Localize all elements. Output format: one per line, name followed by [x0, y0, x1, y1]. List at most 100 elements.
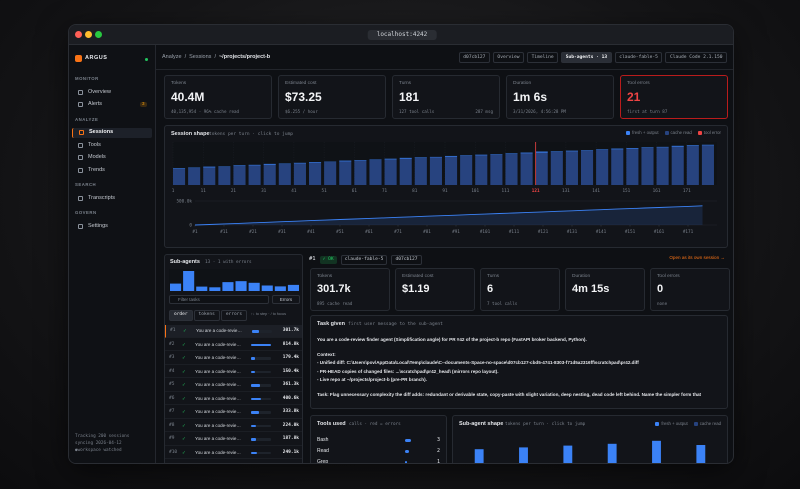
- stat-value: $1.19: [402, 283, 430, 295]
- x-tick-label: 71: [382, 188, 388, 194]
- row-tokens: 361.3k: [282, 382, 299, 387]
- header-tab[interactable]: Sub-agents · 13: [561, 52, 612, 63]
- sort-tab[interactable]: tokens: [193, 310, 220, 321]
- stat-sub-right: 287 msg: [475, 109, 493, 114]
- nav-item[interactable]: Tools: [72, 140, 152, 150]
- nav-label: Models: [88, 154, 106, 160]
- subagent-row[interactable]: #5 ✓ You are a code-revie… 361.3k: [165, 379, 302, 392]
- bar: [248, 282, 260, 291]
- tool-name: Grep: [317, 459, 329, 464]
- bar-segment: [218, 166, 231, 185]
- subagent-row[interactable]: #9 ✓ You are a code-revie… 187.8k: [165, 433, 302, 446]
- bar-segment: [656, 147, 669, 185]
- row-bar: [251, 384, 260, 387]
- subagent-row[interactable]: #10 ✓ You are a code-revie… 249.1k: [165, 447, 302, 459]
- stat-sub: 127 tool calls: [399, 109, 435, 114]
- stat-card: Estimated cost $1.19: [395, 268, 475, 311]
- stat-value: 4m 15s: [572, 283, 610, 295]
- subagent-row[interactable]: #1 ✓ You are a code-revie… 301.7k: [165, 325, 302, 338]
- task-panel: Task given first user message to the sub-…: [310, 315, 728, 409]
- bar: [563, 445, 573, 463]
- nav-item[interactable]: Transcripts: [72, 193, 152, 203]
- row-tokens: 333.8k: [282, 409, 299, 414]
- window-control[interactable]: [75, 31, 82, 38]
- subagent-row[interactable]: #3 ✓ You are a code-revie… 179.4k: [165, 352, 302, 365]
- x-tick-label: 111: [502, 188, 510, 194]
- header-tab[interactable]: Timeline: [527, 52, 559, 63]
- nav-icon: [78, 102, 83, 107]
- bar-segment: [369, 160, 382, 185]
- header-tab[interactable]: claude-fable-5: [614, 52, 663, 63]
- header-tab[interactable]: Overview: [492, 52, 525, 63]
- window-control[interactable]: [95, 31, 102, 38]
- stat-sub: $6.255 / hour: [285, 109, 318, 114]
- subagent-shape-chart: [474, 440, 706, 463]
- x-tick-label: 21: [231, 188, 237, 194]
- stat-value: 181: [399, 90, 420, 104]
- stat-card: Duration 4m 15s: [565, 268, 645, 311]
- panel-subtitle: 13 · 1 with errors: [205, 259, 252, 265]
- bar-segment: [399, 157, 412, 159]
- nav-item[interactable]: Models: [72, 153, 152, 163]
- bar-segment: [203, 167, 216, 185]
- nav-item[interactable]: Trends: [72, 165, 152, 175]
- bar-segment: [701, 145, 714, 185]
- panel-title: Sub-agents: [170, 259, 200, 265]
- x-tick-label: 81: [412, 188, 418, 194]
- legend-item: cache read: [664, 130, 692, 136]
- errors-button[interactable]: Errors: [272, 295, 300, 304]
- row-status: ✓: [182, 355, 186, 360]
- row-id: #5: [169, 382, 175, 387]
- subagent-row[interactable]: #4 ✓ You are a code-revie… 150.4k: [165, 366, 302, 378]
- sort-tab[interactable]: order: [169, 310, 193, 321]
- open-session-link[interactable]: Open as its own session →: [669, 255, 725, 260]
- subagent-row[interactable]: #2 ✓ You are a code-revie… 814.8k: [165, 339, 302, 351]
- subagent-row[interactable]: #7 ✓ You are a code-revie… 333.8k: [165, 406, 302, 419]
- legend-label: cache read: [670, 130, 692, 135]
- sidebar-footer-text: syncing 2026-04-12: [75, 441, 122, 446]
- x-tick-label: #71: [394, 229, 402, 235]
- window-control[interactable]: [85, 31, 92, 38]
- breadcrumb-item[interactable]: Analyze: [162, 54, 182, 60]
- breadcrumb-separator: /: [214, 54, 216, 60]
- bar-segment: [414, 158, 427, 185]
- x-tick-label: #141: [596, 229, 607, 235]
- logo-icon: [75, 55, 82, 62]
- stat-label: Estimated cost: [402, 274, 434, 279]
- nav-icon: [78, 195, 83, 201]
- sort-tab[interactable]: errors: [220, 310, 248, 321]
- nav-item[interactable]: Sessions: [72, 127, 152, 138]
- nav-item[interactable]: Overview: [72, 87, 152, 97]
- breadcrumb-item[interactable]: Sessions: [189, 54, 212, 60]
- nav-item[interactable]: Settings: [72, 221, 152, 231]
- nav-label: Settings: [88, 222, 108, 229]
- nav-section-title: SEARCH: [75, 182, 97, 187]
- subagent-row[interactable]: #6 ✓ You are a code-revie… 400.6k: [165, 393, 302, 405]
- row-tokens: 224.0k: [282, 422, 299, 428]
- x-tick-label: #91: [452, 229, 460, 235]
- header-tab[interactable]: d07cb127: [458, 52, 490, 63]
- header-tab[interactable]: Claude Code 2.1.150: [665, 52, 727, 63]
- bar-segment: [535, 152, 548, 185]
- bar-segment: [641, 148, 654, 185]
- bar-segment: [565, 151, 578, 185]
- stat-card: Turns 6 7 tool calls: [480, 268, 560, 311]
- x-tick-label: 131: [562, 188, 570, 194]
- status-pill: ✓ OK: [319, 256, 337, 264]
- bar-segment: [686, 146, 699, 185]
- row-id: #10: [169, 449, 178, 455]
- stat-sub: first at turn 87: [627, 109, 668, 114]
- stat-card: Tokens 40.4M 40,135,954 · 96% cache read: [164, 75, 272, 119]
- x-tick-label: 61: [352, 188, 358, 194]
- panel-title: Tools used: [317, 421, 346, 427]
- legend-swatch: [693, 422, 698, 427]
- bar-segment: [581, 150, 594, 185]
- nav-icon: [79, 130, 84, 135]
- nav-item[interactable]: Alerts 3: [72, 100, 152, 110]
- session-shape-chart: 1 11 21 31 41 51 61 71 81 91 101 111 121 131 141 151 161…: [172, 142, 717, 235]
- subagent-row[interactable]: #8 ✓ You are a code-revie… 224.0k: [165, 420, 302, 432]
- panel-subtitle: tokens per turn · click to jump: [505, 421, 586, 427]
- row-task: You are a code-revie…: [195, 341, 241, 347]
- filter-input[interactable]: Filter tasks: [169, 295, 269, 304]
- row-bar-track: [251, 357, 271, 360]
